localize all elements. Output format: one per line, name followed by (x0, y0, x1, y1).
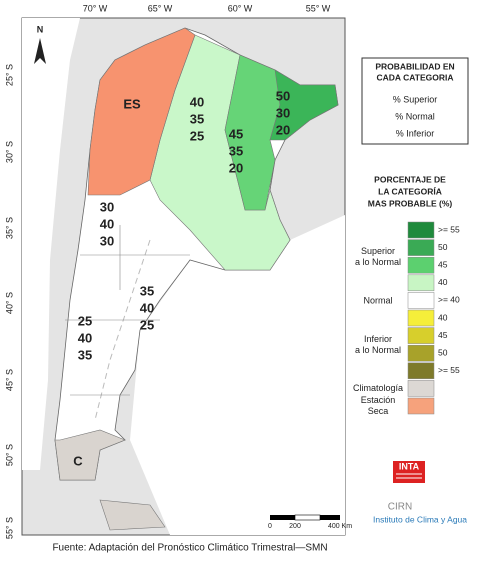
legend-entry: 50 (438, 242, 448, 252)
north-label: N (37, 24, 44, 34)
legend-title: LA CATEGORÍA (378, 186, 442, 196)
footer: Fuente: Adaptación del Pronóstico Climát… (52, 543, 327, 554)
region-value: 30 (276, 105, 290, 120)
scale-label: 200 (289, 523, 301, 530)
legend-swatch (407, 256, 435, 274)
legend-swatch (407, 380, 435, 397)
scale-bar (320, 515, 340, 520)
legend-swatch (407, 327, 435, 344)
cirn-text: CIRN (388, 502, 412, 513)
region-value: 40 (190, 94, 204, 109)
legend-title: PORCENTAJE DE (374, 174, 446, 184)
legend-entry: 50 (438, 347, 448, 357)
lon-label: 70° W (83, 3, 108, 13)
scale-label: 0 (268, 523, 272, 530)
lat-label: 50° S (4, 444, 14, 466)
region-climatology (54, 429, 126, 481)
dry-label: Seca (368, 406, 389, 416)
probability-item: % Inferior (396, 128, 435, 138)
region-value: 25 (78, 313, 92, 328)
lat-label: 25° S (4, 64, 14, 86)
region-dry (87, 27, 196, 196)
legend-swatch (407, 292, 435, 309)
legend-entry: 45 (438, 259, 448, 269)
region-value: 30 (100, 233, 114, 248)
lon-label: 55° W (306, 3, 331, 13)
group-label: Normal (363, 296, 392, 306)
scale-bar (270, 515, 295, 520)
legend-swatch (407, 221, 435, 239)
region-value: 35 (140, 283, 154, 298)
dry-label: Estación (361, 395, 396, 405)
group-label: a lo Normal (355, 257, 401, 267)
probability-title: CADA CATEGORIA (377, 72, 454, 82)
region-value: 25 (190, 128, 204, 143)
lat-label: 35° S (4, 217, 14, 239)
legend-title: MAS PROBABLE (%) (368, 198, 453, 208)
lon-label: 60° W (228, 3, 253, 13)
legend-swatch (407, 309, 435, 327)
region-value: 30 (100, 199, 114, 214)
legend-entry: 40 (438, 312, 448, 322)
pacific-ocean (22, 18, 80, 470)
legend-swatch (407, 239, 435, 256)
group-label: Inferior (364, 334, 392, 344)
region-value: 45 (229, 126, 243, 141)
region-value: 35 (229, 143, 243, 158)
legend-swatch (407, 397, 435, 415)
probability-item: % Superior (393, 94, 438, 104)
region-value: 20 (276, 122, 290, 137)
climatology-label: Climatología (353, 383, 403, 393)
legend-swatch (407, 344, 435, 362)
region-value: 25 (140, 317, 154, 332)
tierra-del-fuego (99, 499, 166, 531)
north-arrow (34, 38, 46, 64)
region-label: ES (123, 96, 141, 111)
legend-entry: 45 (438, 330, 448, 340)
legend-entry: >= 40 (438, 295, 460, 305)
region-value: 35 (190, 111, 204, 126)
lon-label: 65° W (148, 3, 173, 13)
region-value: 40 (100, 216, 114, 231)
institute-text: Instituto de Clima y Agua (373, 514, 467, 524)
inta-stripes (396, 473, 422, 479)
region-value: 20 (229, 160, 243, 175)
province-borders (65, 225, 190, 396)
region-value: 35 (78, 347, 92, 362)
legend-entry: 40 (438, 277, 448, 287)
region-value: 40 (140, 300, 154, 315)
probability-box (361, 57, 469, 145)
inta-text: INTA (399, 461, 420, 471)
region-50 (269, 69, 339, 141)
probability-item: % Normal (395, 111, 435, 121)
legend-swatch (407, 274, 435, 292)
legend-entry: >= 55 (438, 224, 460, 234)
group-label: a lo Normal (355, 345, 401, 355)
region-value: 50 (276, 88, 290, 103)
probability-title: PROBABILIDAD EN (375, 61, 454, 71)
atlantic-ocean (130, 215, 345, 535)
dashed-line (94, 239, 151, 421)
region-value: 40 (78, 330, 92, 345)
lat-label: 55° S (4, 517, 14, 539)
region-label: C (73, 453, 83, 468)
scale-label: 400 Km (328, 523, 352, 530)
group-label: Superior (361, 246, 395, 256)
legend-entry: >= 55 (438, 365, 460, 375)
scale-bar (294, 514, 321, 521)
lat-label: 40° S (4, 292, 14, 314)
legend-swatch (407, 362, 435, 380)
lat-label: 45° S (4, 369, 14, 391)
lat-label: 30° S (4, 141, 14, 163)
